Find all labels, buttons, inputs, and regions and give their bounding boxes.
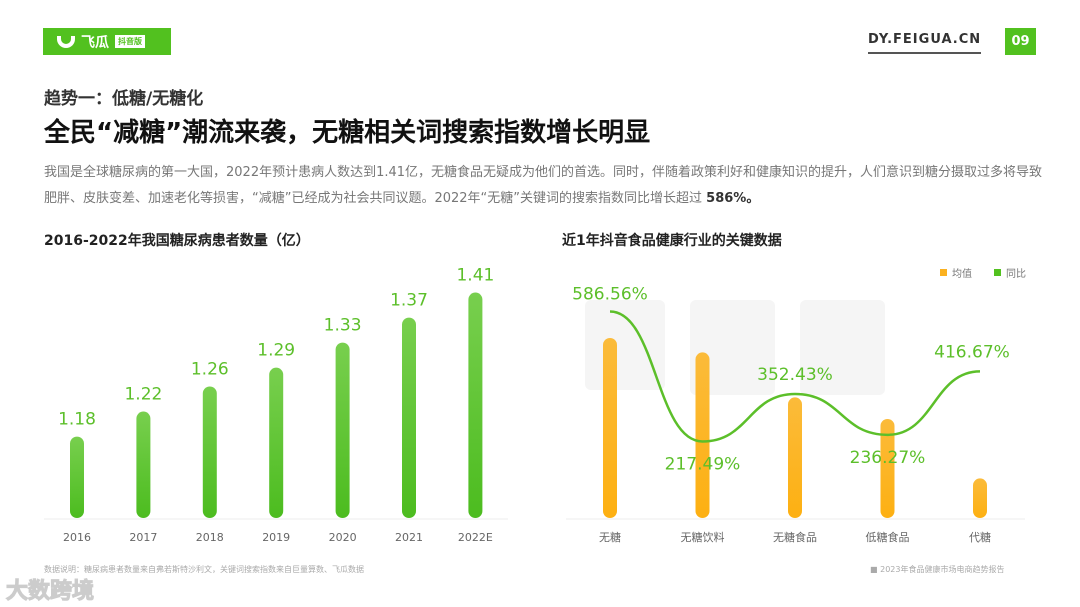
chart1-bar xyxy=(269,367,284,518)
chart2-bar xyxy=(788,397,802,518)
chart1-data-label: 1.22 xyxy=(124,385,162,405)
chart1-x-label: 2019 xyxy=(262,531,290,544)
logo-badge: 抖音版 xyxy=(115,35,145,48)
chart1-x-label: 2022E xyxy=(458,531,493,544)
legend-swatch-mean xyxy=(940,269,947,276)
chart2-bar xyxy=(880,419,895,518)
logo-text: 飞瓜 xyxy=(81,34,109,51)
chart2-data-label: 236.27% xyxy=(850,448,926,468)
page-title: 全民“减糖”潮流来袭，无糖相关词搜索指数增长明显 xyxy=(44,118,651,148)
description-text: 我国是全球糖尿病的第一大国，2022年预计患病人数达到1.41亿，无糖食品无疑成… xyxy=(44,165,1043,206)
legend-mean: 均值 xyxy=(952,267,972,280)
corner-watermark: 大数跨境 xyxy=(5,579,95,605)
source-text: 2023年食品健康市场电商趋势报告 xyxy=(880,565,1005,574)
chart1-data-label: 1.33 xyxy=(324,316,362,336)
legend-yoy: 同比 xyxy=(1006,268,1026,280)
logo-icon xyxy=(57,35,75,48)
chart1-title: 2016-2022年我国糖尿病患者数量（亿） xyxy=(44,233,310,249)
chart2-data-label: 352.43% xyxy=(757,365,833,385)
chart2-x-label: 代糖 xyxy=(969,530,991,544)
chart1-bar xyxy=(402,317,416,518)
chart1-data-label: 1.29 xyxy=(257,341,295,361)
chart2-line xyxy=(609,310,981,443)
chart2-title: 近1年抖音食品健康行业的关键数据 xyxy=(562,233,782,249)
chart2-bar xyxy=(603,338,617,518)
section-subtitle: 趋势一：低糖/无糖化 xyxy=(44,89,204,109)
chart1-bar xyxy=(70,436,84,518)
chart1-data-label: 1.26 xyxy=(191,359,229,379)
chart1-x-label: 2020 xyxy=(329,531,357,544)
chart2-x-label: 无糖 xyxy=(599,530,621,544)
chart2-bar xyxy=(973,478,987,518)
chart1-data-label: 1.37 xyxy=(390,291,428,311)
chart1-x-label: 2018 xyxy=(196,531,224,544)
chart1-bar xyxy=(202,386,217,518)
chart1-bar xyxy=(136,411,151,518)
source: ■ 2023年食品健康市场电商趋势报告 xyxy=(870,565,1005,574)
watermark-graphic xyxy=(585,300,885,395)
page-number: 09 xyxy=(1005,28,1036,55)
chart1-x-label: 2016 xyxy=(63,531,91,544)
chart2-x-label: 低糖食品 xyxy=(866,530,910,544)
chart1-bar xyxy=(468,292,483,518)
chart1-data-label: 1.18 xyxy=(58,410,96,430)
chart1-x-label: 2017 xyxy=(129,531,157,544)
chart1-data-label: 1.41 xyxy=(456,266,494,286)
chart2-data-label: 586.56% xyxy=(572,285,648,305)
chart1-bar xyxy=(335,342,350,518)
chart2-data-label: 217.49% xyxy=(665,454,741,474)
chart2-bar xyxy=(695,352,710,518)
legend-swatch-yoy xyxy=(994,269,1001,276)
chart2-data-label: 416.67% xyxy=(934,342,1010,362)
footnote: 数据说明：糖尿病患者数量来自弗若斯特沙利文，关键词搜索指数来自巨量算数、飞瓜数据 xyxy=(44,565,364,574)
chart1-x-label: 2021 xyxy=(395,531,423,544)
chart2-x-label: 无糖食品 xyxy=(773,530,817,544)
feigua-logo: 飞瓜 抖音版 xyxy=(43,28,171,55)
description-highlight: 586%。 xyxy=(706,191,760,206)
chart2-x-label: 无糖饮料 xyxy=(681,530,725,544)
site-url[interactable]: DY.FEIGUA.CN xyxy=(868,32,982,54)
description: 我国是全球糖尿病的第一大国，2022年预计患病人数达到1.41亿，无糖食品无疑成… xyxy=(44,160,1054,212)
